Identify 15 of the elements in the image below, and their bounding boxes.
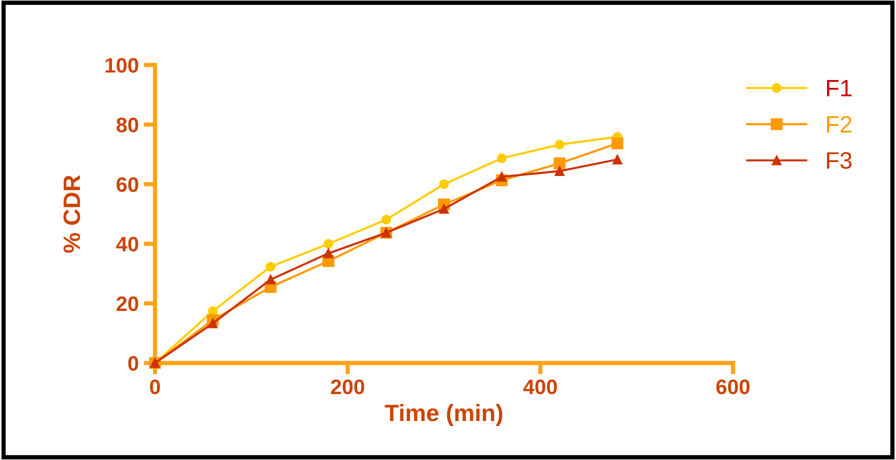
y-axis-title: % CDR	[63, 175, 80, 253]
y-tick-label: 60	[116, 177, 138, 192]
x-tick-label: 600	[716, 380, 750, 394]
legend-label: F2	[827, 116, 852, 132]
legend-label: F3	[827, 152, 852, 169]
legend-label: F1	[827, 80, 852, 96]
x-tick-label: 200	[331, 380, 364, 394]
y-tick-label: 80	[116, 118, 138, 132]
y-tick-label: 20	[116, 296, 138, 312]
x-tick-label: 400	[523, 380, 557, 394]
x-tick-label: 0	[150, 380, 160, 394]
y-tick-label: 40	[116, 236, 138, 252]
y-tick-label: 0	[128, 356, 138, 371]
x-axis-title: Time (min)	[384, 404, 502, 426]
y-tick-label: 100	[106, 58, 138, 73]
